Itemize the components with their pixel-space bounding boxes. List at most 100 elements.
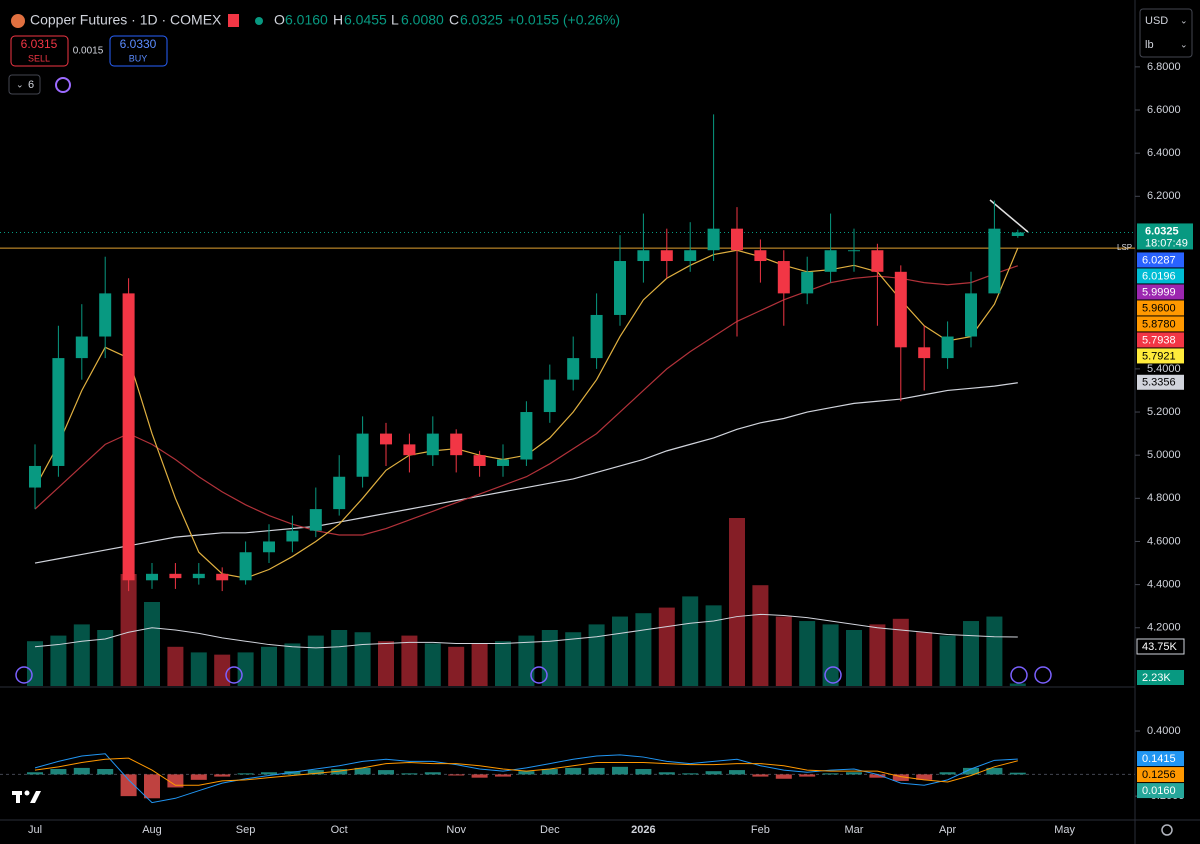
candle-body: [637, 250, 650, 262]
macd-histogram: [846, 772, 862, 775]
volume-bar: [1009, 683, 1026, 686]
price-label: 5.3356: [1142, 377, 1176, 389]
volume-bar: [448, 646, 465, 686]
logo-part: [30, 791, 41, 803]
price-label-box: [1137, 374, 1184, 390]
price-label: 5.7921: [1142, 350, 1176, 362]
macd-histogram: [658, 772, 675, 775]
volume-bar: [50, 635, 67, 686]
macd-histogram: [471, 774, 488, 778]
volume-bar: [752, 585, 769, 686]
symbol-icon: [11, 14, 25, 28]
sell-label: SELL: [28, 53, 50, 63]
macd-histogram: [518, 771, 535, 775]
candle-body: [777, 261, 790, 294]
event-icons: [15, 666, 1052, 684]
x-tick-label: Sep: [236, 824, 256, 836]
candle-body: [988, 228, 1001, 294]
volume-label: 43.75K: [1142, 641, 1178, 653]
title: Copper Futures · 1D · COMEX: [30, 12, 222, 28]
volume-bar: [986, 616, 1003, 686]
volume-bar: [261, 646, 277, 686]
volume-bar: [495, 641, 511, 686]
price-label: 5.8780: [1142, 318, 1176, 330]
macd-histogram: [120, 774, 137, 797]
x-tick-label: Dec: [540, 824, 560, 836]
event-icon[interactable]: [225, 666, 243, 684]
macd-histogram: [799, 774, 816, 777]
unit-selector[interactable]: [1139, 8, 1193, 58]
signal-line: [34, 757, 1018, 786]
event-icon[interactable]: [1010, 666, 1028, 684]
buy-button[interactable]: [109, 35, 168, 67]
candle-body: [590, 314, 603, 359]
countdown: 18:07:49: [1145, 237, 1188, 249]
currency: USD: [1145, 15, 1168, 27]
volume-bar: [73, 624, 90, 686]
candle-body: [286, 530, 299, 542]
volume-bar: [705, 605, 722, 686]
y-tick-label: 4.4000: [1147, 579, 1181, 591]
logo-part: [24, 790, 30, 796]
unit: lb: [1145, 39, 1154, 51]
low-label: L: [391, 12, 399, 28]
candle-body: [731, 228, 743, 251]
macd-histogram: [612, 766, 628, 775]
candle-body: [543, 379, 556, 413]
candle-body: [894, 271, 907, 348]
x-tick-label: Jul: [28, 824, 42, 836]
last-price-label: 6.0325: [1145, 225, 1179, 237]
macd-histogram: [916, 774, 933, 780]
macd-histogram: [73, 767, 90, 775]
logo-part: [16, 791, 20, 803]
candle-body: [75, 336, 88, 359]
volume-bar: [682, 596, 699, 686]
x-tick-label: Nov: [446, 824, 466, 836]
ohlc: O 6.0160 H 6.0455 L 6.0080 C 6.0325 +0.0…: [274, 12, 620, 28]
price-label: 6.0287: [1142, 254, 1176, 266]
y-tick-label: 6.2000: [1147, 190, 1181, 202]
candle-body: [801, 271, 814, 294]
volume-bar: [892, 618, 909, 686]
candle-body: [871, 250, 884, 272]
macd-histogram: [939, 772, 956, 775]
event-icon[interactable]: [824, 666, 842, 684]
last-price-box: [1137, 223, 1193, 250]
event-icon[interactable]: [530, 666, 548, 684]
buy-price: 6.0330: [120, 37, 157, 51]
candle-body: [426, 433, 439, 456]
y-tick-label: 4.6000: [1147, 535, 1181, 547]
y-tick-label: 4.8000: [1147, 492, 1181, 504]
candle-body: [684, 250, 697, 262]
indicator-toggle[interactable]: [8, 74, 41, 95]
x-tick-label: 2026: [631, 824, 655, 836]
macd-histogram: [214, 774, 231, 777]
event-icon[interactable]: [15, 666, 33, 684]
macd-label: 0.1415: [1142, 753, 1176, 765]
volume-bar: [799, 621, 816, 686]
macd-histogram: [541, 768, 558, 775]
price-label: 5.7938: [1142, 334, 1176, 346]
volume-bar: [307, 635, 324, 686]
macd-histogram: [448, 774, 465, 776]
price-label-box: [1137, 316, 1184, 332]
macd-label: 0.0160: [1142, 785, 1176, 797]
indicator-count: 6: [28, 79, 34, 91]
macd-histogram: [354, 767, 371, 775]
candle-body: [614, 261, 626, 315]
change-value: +0.0155 (+0.26%): [508, 12, 620, 28]
volume-bar: [565, 632, 582, 686]
y-tick-label: 4.2000: [1147, 622, 1181, 634]
macd-histogram: [986, 767, 1003, 775]
volume-bar: [846, 630, 862, 686]
sell-button[interactable]: [10, 35, 69, 67]
candle-body: [567, 358, 580, 380]
sync-icon[interactable]: [55, 77, 71, 93]
settings-icon[interactable]: [1161, 824, 1173, 836]
macd-histogram: [237, 773, 254, 775]
macd-histogram: [261, 772, 277, 775]
event-icon[interactable]: [1034, 666, 1052, 684]
x-tick-label: Mar: [845, 824, 864, 836]
macd-histogram: [729, 770, 745, 775]
